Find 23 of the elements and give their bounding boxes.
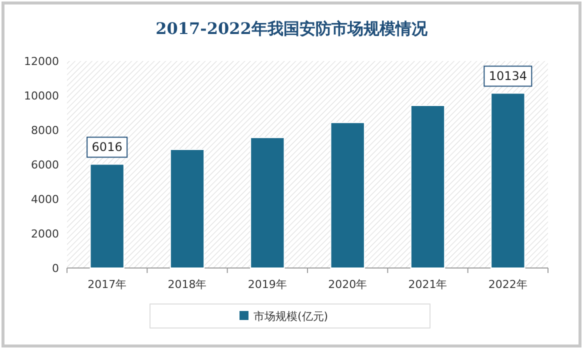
x-tick-label: 2020年	[328, 278, 368, 291]
y-tick-label: 10000	[24, 90, 59, 102]
bar	[250, 137, 285, 268]
chart-title: 2017-2022年我国安防市场规模情况	[156, 19, 428, 38]
data-label: 6016	[92, 140, 122, 154]
bar	[490, 92, 526, 268]
y-tick-label: 4000	[31, 193, 59, 206]
y-tick-label: 0	[52, 262, 59, 275]
y-tick-label: 8000	[31, 124, 59, 137]
data-label: 10134	[488, 69, 528, 84]
y-tick-label: 12000	[24, 55, 59, 68]
bar	[410, 105, 446, 268]
bar	[170, 148, 205, 268]
legend-label: 市场规模(亿元)	[254, 310, 328, 323]
x-tick-label: 2018年	[168, 278, 207, 291]
bar	[330, 122, 365, 268]
bar	[90, 164, 124, 268]
y-tick-label: 6000	[31, 158, 59, 172]
y-tick-label: 2000	[31, 228, 59, 240]
x-tick-label: 2021年	[408, 278, 448, 291]
x-tick-label: 2017年	[88, 278, 127, 291]
x-tick-label: 2019年	[248, 278, 287, 291]
x-tick-label: 2022年	[488, 278, 528, 291]
